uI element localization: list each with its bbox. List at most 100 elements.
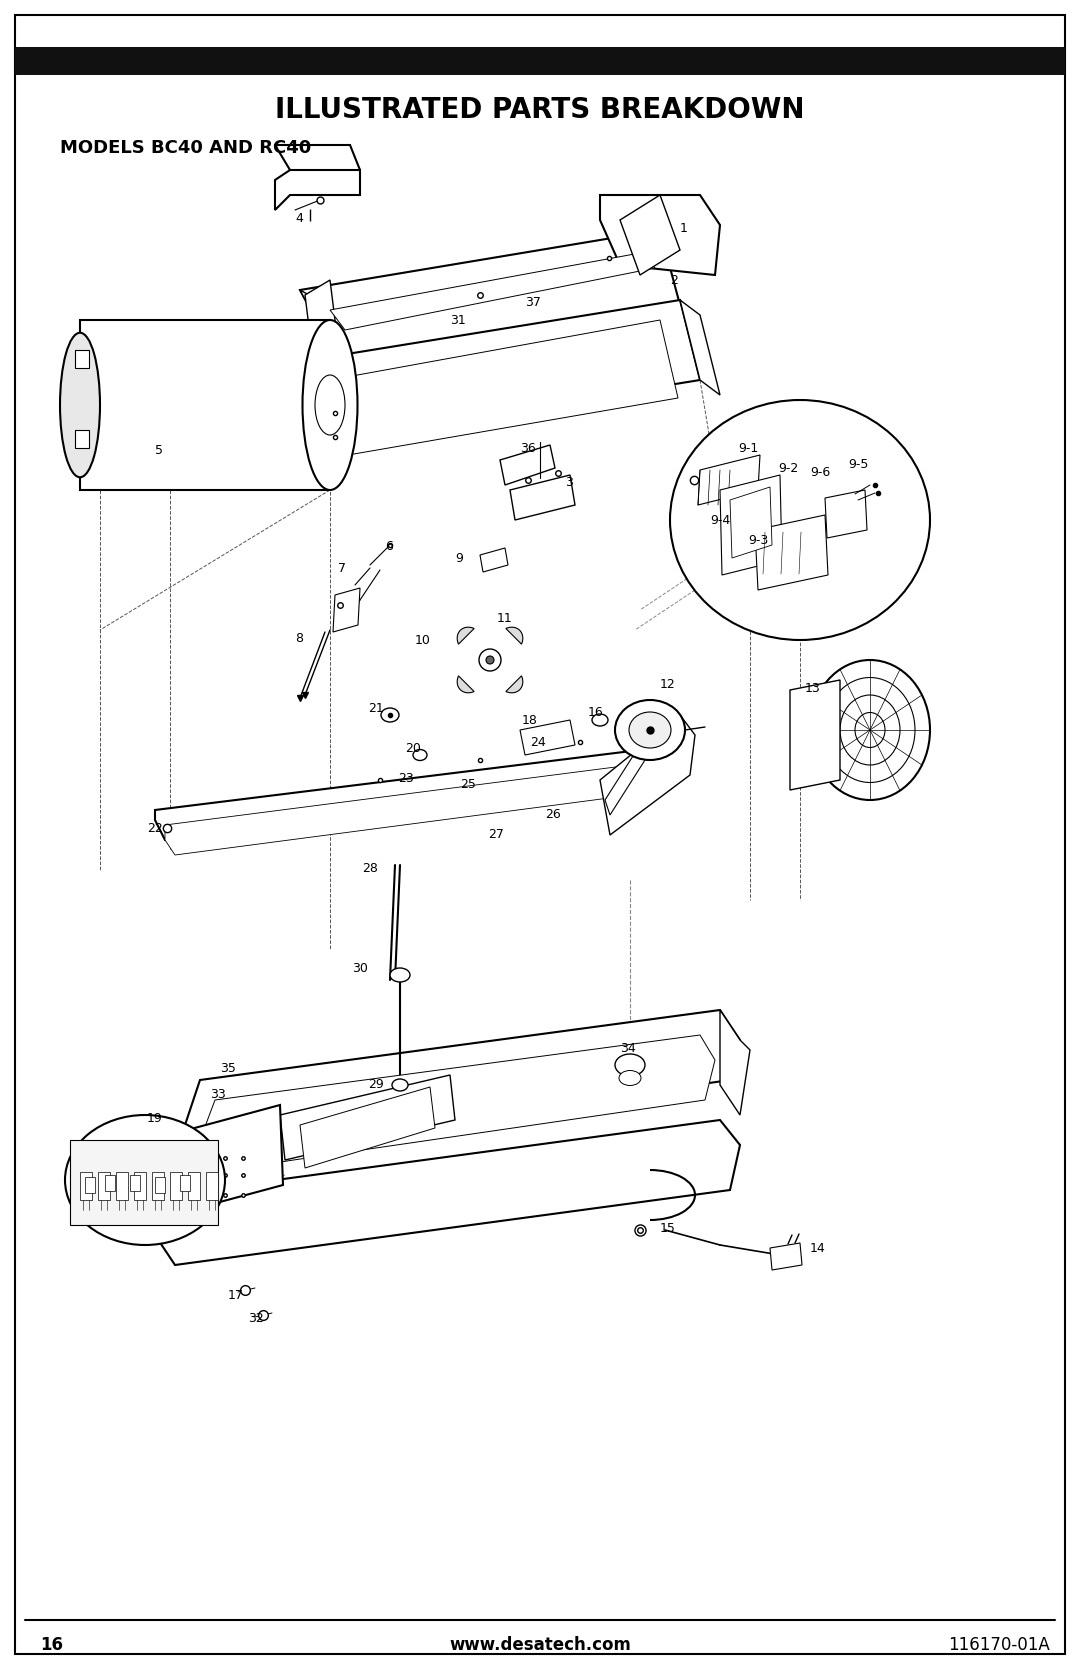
Ellipse shape	[60, 332, 100, 477]
Ellipse shape	[592, 714, 608, 726]
Text: 31: 31	[450, 314, 465, 327]
Text: 32: 32	[248, 1312, 264, 1325]
Polygon shape	[480, 547, 508, 572]
Polygon shape	[505, 628, 523, 644]
Text: 3: 3	[565, 476, 572, 489]
Ellipse shape	[670, 401, 930, 639]
Text: 13: 13	[805, 681, 821, 694]
Polygon shape	[165, 759, 680, 855]
Text: 116170-01A: 116170-01A	[948, 1636, 1050, 1654]
Bar	[188, 1172, 200, 1200]
Polygon shape	[333, 587, 360, 633]
Text: 30: 30	[352, 961, 368, 975]
Polygon shape	[156, 744, 690, 840]
Polygon shape	[600, 714, 696, 834]
Polygon shape	[600, 195, 720, 275]
Polygon shape	[720, 476, 782, 576]
Polygon shape	[825, 491, 867, 537]
Polygon shape	[620, 195, 680, 275]
Ellipse shape	[65, 1115, 225, 1245]
Ellipse shape	[855, 713, 885, 748]
Text: 23: 23	[399, 771, 414, 784]
Polygon shape	[720, 1010, 750, 1115]
Polygon shape	[605, 744, 645, 814]
Polygon shape	[150, 1105, 283, 1220]
Polygon shape	[275, 170, 360, 210]
Bar	[156, 1177, 165, 1193]
Ellipse shape	[615, 699, 685, 759]
Bar	[134, 1172, 146, 1200]
Bar	[15, 47, 1065, 75]
Polygon shape	[500, 446, 555, 486]
Text: 4: 4	[295, 212, 302, 225]
Bar	[75, 350, 89, 367]
Polygon shape	[510, 476, 575, 521]
Polygon shape	[770, 1243, 802, 1270]
Ellipse shape	[390, 968, 410, 981]
Polygon shape	[330, 320, 678, 456]
Text: 6: 6	[384, 541, 393, 554]
Text: MODELS BC40 AND RC40: MODELS BC40 AND RC40	[60, 139, 311, 157]
Polygon shape	[680, 300, 720, 396]
Text: www.desatech.com: www.desatech.com	[449, 1636, 631, 1654]
Polygon shape	[698, 456, 760, 506]
Text: 9-6: 9-6	[810, 466, 831, 479]
Polygon shape	[330, 254, 654, 330]
Polygon shape	[200, 1035, 715, 1170]
Ellipse shape	[825, 678, 915, 783]
Bar	[180, 1175, 190, 1192]
Text: 18: 18	[522, 714, 538, 726]
Ellipse shape	[315, 376, 345, 436]
Ellipse shape	[302, 320, 357, 491]
Bar	[152, 1172, 164, 1200]
Bar	[80, 1172, 92, 1200]
Text: ILLUSTRATED PARTS BREAKDOWN: ILLUSTRATED PARTS BREAKDOWN	[275, 97, 805, 124]
Ellipse shape	[810, 659, 930, 799]
Bar	[85, 1177, 95, 1193]
Text: 2: 2	[670, 274, 678, 287]
Text: 9: 9	[455, 551, 463, 564]
Bar	[75, 431, 89, 447]
Ellipse shape	[381, 708, 399, 723]
Ellipse shape	[486, 656, 494, 664]
Text: 9-3: 9-3	[748, 534, 768, 546]
Text: 24: 24	[530, 736, 545, 748]
Bar	[70, 1140, 218, 1225]
Text: 33: 33	[210, 1088, 226, 1102]
Ellipse shape	[480, 649, 501, 671]
Text: 12: 12	[660, 679, 676, 691]
Bar	[98, 1172, 110, 1200]
Text: 15: 15	[660, 1222, 676, 1235]
Text: 22: 22	[147, 821, 163, 834]
Polygon shape	[280, 1075, 455, 1160]
Text: 36: 36	[519, 442, 536, 454]
Text: 26: 26	[545, 808, 561, 821]
Polygon shape	[80, 320, 330, 491]
Polygon shape	[505, 676, 523, 693]
Bar	[170, 1172, 183, 1200]
Text: 9-5: 9-5	[848, 459, 868, 472]
Polygon shape	[789, 679, 840, 789]
Polygon shape	[310, 361, 350, 456]
Polygon shape	[457, 628, 474, 644]
Bar	[116, 1172, 129, 1200]
Polygon shape	[300, 290, 360, 376]
Text: 5: 5	[156, 444, 163, 457]
Text: 9-4: 9-4	[710, 514, 730, 526]
Text: 37: 37	[525, 295, 541, 309]
Polygon shape	[165, 1125, 220, 1220]
Text: 20: 20	[405, 741, 421, 754]
Bar	[105, 1175, 114, 1192]
Polygon shape	[730, 487, 772, 557]
Text: 27: 27	[488, 828, 504, 841]
Text: 11: 11	[497, 611, 513, 624]
Polygon shape	[519, 719, 575, 754]
Text: 8: 8	[295, 631, 303, 644]
Polygon shape	[305, 280, 340, 376]
Text: 16: 16	[588, 706, 604, 718]
Text: 35: 35	[220, 1061, 235, 1075]
Ellipse shape	[629, 713, 671, 748]
Ellipse shape	[615, 1055, 645, 1077]
Text: 9-1: 9-1	[738, 442, 758, 454]
Ellipse shape	[619, 1070, 642, 1085]
